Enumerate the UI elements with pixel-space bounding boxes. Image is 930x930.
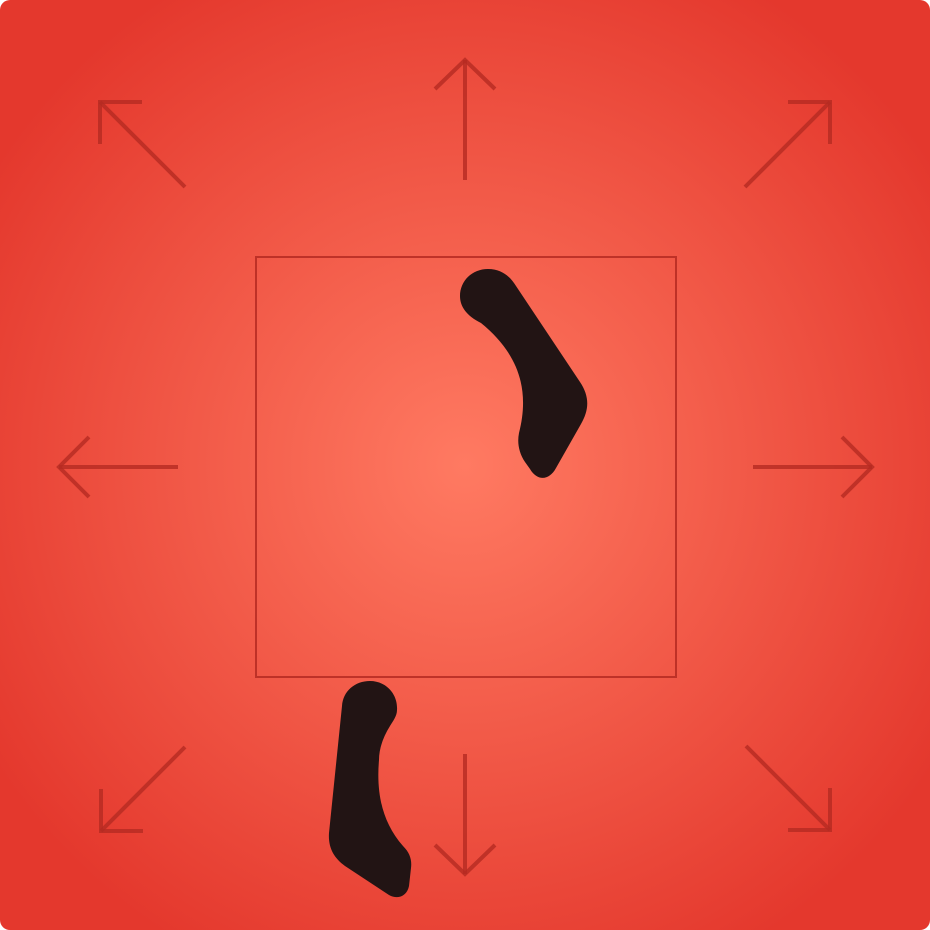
arrow-down-icon <box>433 754 497 877</box>
arrow-up-left-icon <box>98 100 187 189</box>
arrow-right-icon <box>753 435 875 499</box>
upper-curved-shape <box>460 269 588 478</box>
arrow-up-icon <box>433 57 497 180</box>
arrow-down-left-icon <box>99 745 187 833</box>
focus-frame <box>255 256 677 678</box>
arrow-left-icon <box>56 435 178 499</box>
lower-curved-shape <box>328 681 412 898</box>
arrow-up-right-icon <box>743 100 832 189</box>
arrow-down-right-icon <box>744 744 832 832</box>
